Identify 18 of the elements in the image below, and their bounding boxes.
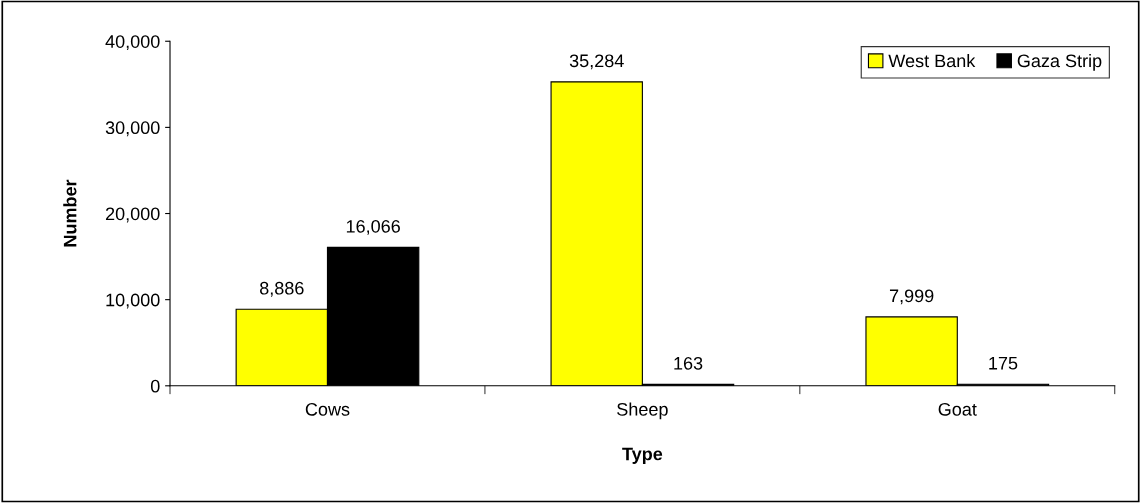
x-tick-label: Sheep	[617, 402, 668, 420]
legend-label: West Bank	[888, 53, 976, 68]
y-tick-label: 30,000	[105, 121, 160, 137]
data-label: 8,886	[260, 281, 304, 297]
x-tick-label: Cows	[305, 402, 350, 416]
x-tick-label: Goat	[938, 402, 977, 416]
y-tick-label: 10,000	[106, 293, 160, 309]
y-tick-label: 0	[150, 379, 160, 393]
y-tick-label: 20,000	[105, 207, 160, 223]
data-label: 163	[674, 356, 703, 370]
y-axis-title: Number	[63, 179, 77, 247]
legend-label: Gaza Strip	[1017, 53, 1102, 71]
y-tick-label: 40,000	[105, 35, 160, 51]
x-axis-title: Type	[622, 447, 663, 464]
data-label: 175	[989, 357, 1018, 370]
data-label: 7,999	[889, 289, 934, 305]
data-label: 35,284	[569, 54, 624, 70]
data-label: 16,066	[346, 219, 400, 235]
